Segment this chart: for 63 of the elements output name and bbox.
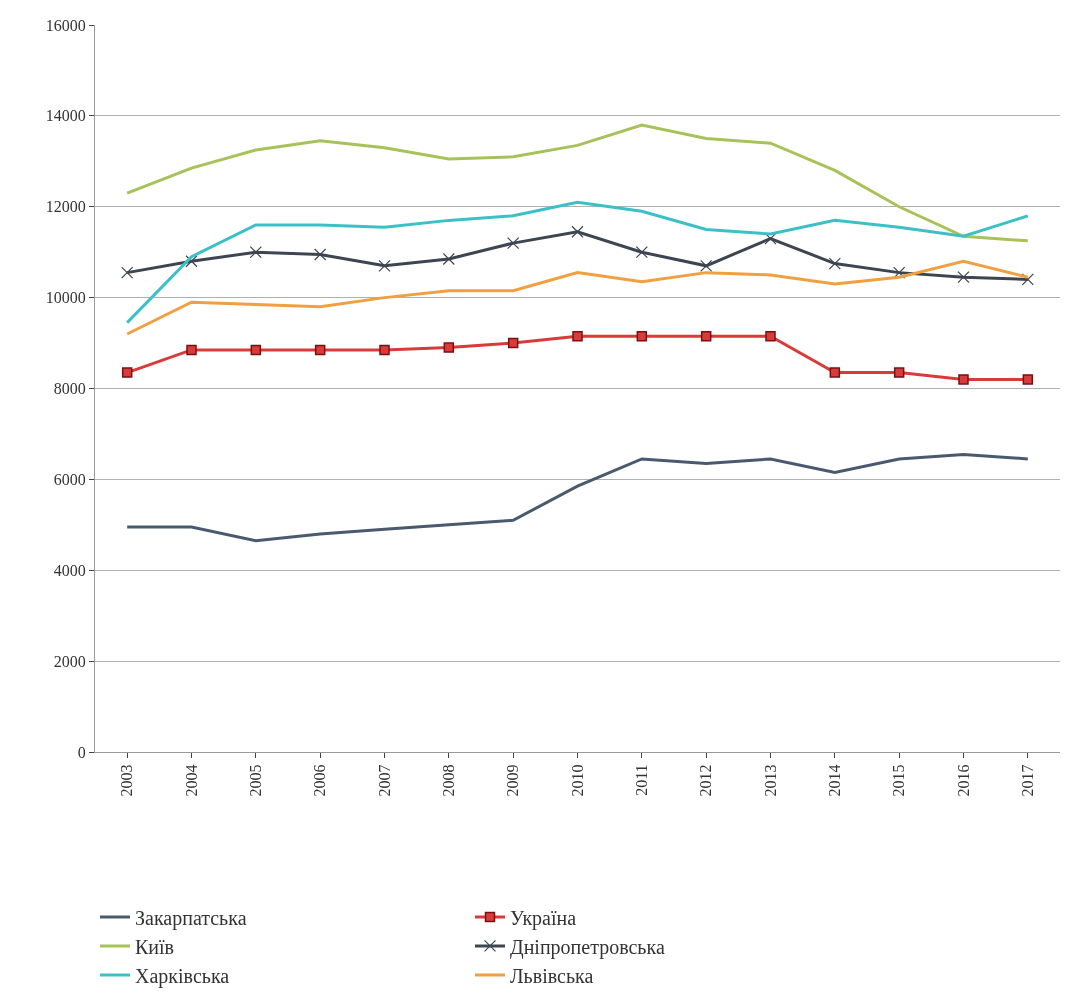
point <box>893 367 905 378</box>
x-tick-label: 2003 <box>118 764 136 797</box>
point <box>700 259 713 272</box>
point <box>249 246 262 259</box>
x-tick-label: 2009 <box>504 764 522 797</box>
point <box>1021 273 1034 286</box>
x-tick-label: 2010 <box>568 764 586 797</box>
y-tick-label: 2000 <box>53 652 86 670</box>
y-tick-label: 12000 <box>45 198 86 216</box>
y-tick-label: 0 <box>77 743 86 761</box>
point <box>443 342 455 353</box>
point <box>958 374 969 385</box>
x-tick-label: 2007 <box>375 764 393 797</box>
legend-label: Харківська <box>135 964 230 988</box>
point <box>635 246 648 259</box>
point <box>828 257 841 270</box>
point <box>571 225 584 238</box>
point <box>572 331 583 342</box>
line-series <box>125 123 1030 243</box>
point <box>250 344 262 356</box>
y-tick-label: 6000 <box>53 470 86 488</box>
x-tick-label: 2013 <box>761 764 779 797</box>
legend-label: Львівська <box>510 964 594 987</box>
line-series <box>125 200 1030 325</box>
point <box>957 271 970 284</box>
line-series <box>125 452 1030 543</box>
x-tick-label: 2016 <box>954 764 972 797</box>
point <box>765 331 776 342</box>
x-tick-label: 2008 <box>440 764 458 797</box>
x-tick-label: 2014 <box>826 764 844 797</box>
point <box>636 331 648 342</box>
point <box>314 344 326 356</box>
point <box>1022 374 1034 385</box>
point <box>186 344 197 356</box>
point <box>378 259 391 272</box>
x-tick-label: 2017 <box>1019 764 1037 797</box>
x-tick-label: 2012 <box>697 764 715 797</box>
y-tick-label: 10000 <box>45 289 86 307</box>
point <box>379 344 390 356</box>
legend-label: Дніпропетровська <box>510 935 665 959</box>
point <box>893 266 906 279</box>
point <box>829 367 841 378</box>
point <box>314 248 327 261</box>
point <box>700 331 712 342</box>
y-tick-label: 4000 <box>53 561 86 579</box>
line-series <box>125 259 1030 336</box>
x-tick-label: 2006 <box>311 764 329 797</box>
y-tick-label: 16000 <box>45 16 86 34</box>
y-tick-label: 8000 <box>53 380 86 398</box>
legend-label: Київ <box>135 935 175 958</box>
x-tick-label: 2005 <box>247 764 265 797</box>
point <box>507 237 520 250</box>
point <box>507 337 519 349</box>
x-tick-label: 2015 <box>890 764 908 797</box>
legend-label: Україна <box>510 906 577 930</box>
y-tick-label: 14000 <box>45 107 86 125</box>
point <box>121 367 133 378</box>
legend-label: Закарпатська <box>135 906 247 930</box>
point <box>185 255 198 268</box>
x-tick-label: 2004 <box>182 764 200 797</box>
point <box>121 266 134 279</box>
point <box>442 252 455 266</box>
x-tick-label: 2011 <box>633 764 651 796</box>
